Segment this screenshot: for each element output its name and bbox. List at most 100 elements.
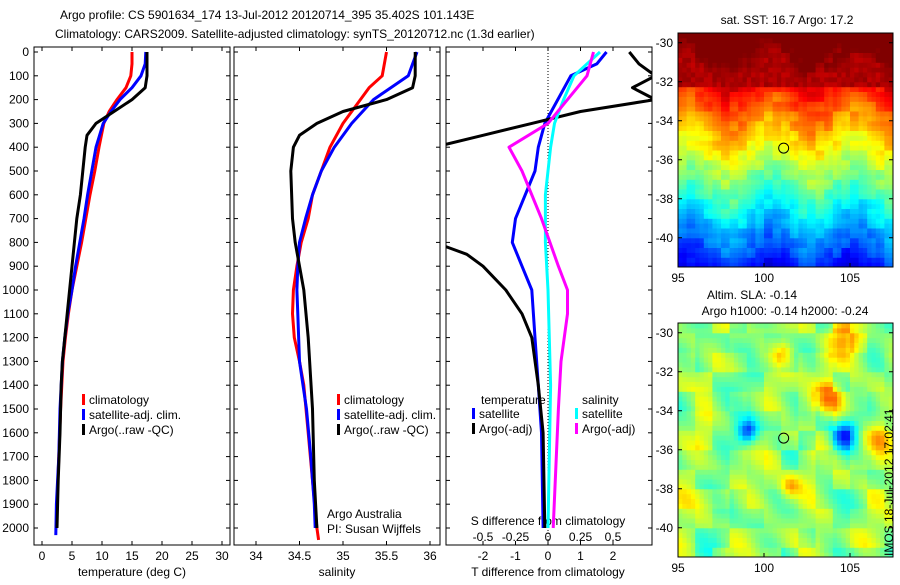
- map-cell: [743, 252, 748, 257]
- map-cell: [700, 121, 705, 126]
- map-cell: [829, 204, 834, 209]
- map-cell: [755, 150, 760, 155]
- map-cell: [708, 455, 713, 460]
- map-cell: [816, 150, 821, 155]
- map-cell: [730, 357, 735, 362]
- map-cell: [872, 401, 877, 406]
- map-cell: [695, 499, 700, 504]
- map-cell: [790, 106, 795, 111]
- axes-frame: [234, 47, 440, 545]
- map-cell: [721, 160, 726, 165]
- map-cell: [768, 140, 773, 145]
- map-cell: [837, 538, 842, 543]
- map-cell: [751, 72, 756, 77]
- y-tick-label: -40: [656, 231, 674, 245]
- map-cell: [841, 542, 846, 547]
- map-cell: [700, 67, 705, 72]
- map-cell: [777, 523, 782, 528]
- map-cell: [820, 508, 825, 513]
- map-cell: [837, 92, 842, 97]
- map-cell: [687, 503, 692, 508]
- map-cell: [777, 445, 782, 450]
- map-cell: [708, 101, 713, 106]
- map-cell: [760, 479, 765, 484]
- map-cell: [837, 204, 842, 209]
- map-cell: [760, 494, 765, 499]
- map-cell: [820, 538, 825, 543]
- map-cell: [743, 184, 748, 189]
- map-cell: [734, 357, 739, 362]
- map-cell: [841, 145, 846, 150]
- map-cell: [816, 484, 821, 489]
- map-cell: [682, 391, 687, 396]
- map-cell: [691, 194, 696, 199]
- map-cell: [837, 494, 842, 499]
- map-cell: [803, 421, 808, 426]
- map-cell: [863, 145, 868, 150]
- map-cell: [725, 43, 730, 48]
- map-cell: [747, 464, 752, 469]
- map-cell: [721, 494, 726, 499]
- map-cell: [704, 209, 709, 214]
- map-cell: [734, 160, 739, 165]
- map-cell: [816, 440, 821, 445]
- map-cell: [717, 106, 722, 111]
- map-cell: [880, 194, 885, 199]
- map-cell: [773, 121, 778, 126]
- map-cell: [829, 248, 834, 253]
- map-cell: [721, 82, 726, 87]
- y-tick-label: 1300: [2, 354, 29, 368]
- map-cell: [747, 38, 752, 43]
- map-cell: [691, 333, 696, 338]
- map-cell: [708, 416, 713, 421]
- map-cell: [712, 209, 717, 214]
- map-cell: [712, 233, 717, 238]
- map-cell: [712, 435, 717, 440]
- map-cell: [841, 62, 846, 67]
- map-cell: [708, 204, 713, 209]
- map-cell: [682, 238, 687, 243]
- map-cell: [704, 435, 709, 440]
- map-cell: [738, 542, 743, 547]
- map-cell: [794, 33, 799, 38]
- map-cell: [721, 121, 726, 126]
- map-cell: [734, 323, 739, 328]
- map-cell: [704, 131, 709, 136]
- map-cell: [734, 233, 739, 238]
- map-cell: [717, 57, 722, 62]
- map-cell: [781, 174, 786, 179]
- map-cell: [807, 170, 812, 175]
- map-cell: [829, 223, 834, 228]
- map-cell: [712, 179, 717, 184]
- map-cell: [717, 67, 722, 72]
- map-cell: [712, 357, 717, 362]
- map-cell: [816, 523, 821, 528]
- map-cell: [700, 469, 705, 474]
- map-cell: [803, 513, 808, 518]
- map-cell: [790, 367, 795, 372]
- map-cell: [730, 499, 735, 504]
- map-cell: [876, 386, 881, 391]
- map-cell: [764, 401, 769, 406]
- map-cell: [717, 140, 722, 145]
- map-cell: [764, 257, 769, 262]
- map-cell: [876, 494, 881, 499]
- map-cell: [863, 474, 868, 479]
- map-cell: [816, 82, 821, 87]
- map-cell: [777, 233, 782, 238]
- map-cell: [816, 430, 821, 435]
- map-cell: [807, 538, 812, 543]
- map-cell: [687, 199, 692, 204]
- y-tick-label: 700: [9, 212, 29, 226]
- map-cell: [876, 189, 881, 194]
- map-cell: [794, 347, 799, 352]
- map-cell: [863, 194, 868, 199]
- map-cell: [773, 382, 778, 387]
- map-cell: [863, 377, 868, 382]
- map-cell: [876, 57, 881, 62]
- map-cell: [768, 430, 773, 435]
- map-cell: [682, 450, 687, 455]
- map-cell: [682, 145, 687, 150]
- map-cell: [829, 209, 834, 214]
- map-cell: [841, 338, 846, 343]
